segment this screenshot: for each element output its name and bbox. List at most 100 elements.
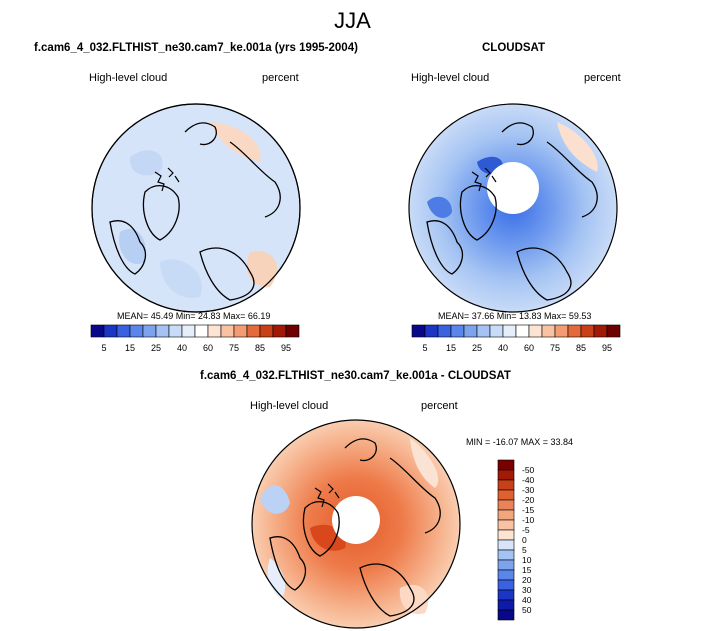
colorbar-tick-label: 5 [101,343,106,353]
colorbar-swatch [606,324,621,338]
colorbar-swatch [497,589,515,601]
coastline-greenland [142,185,180,241]
colorbar-tick-label: 15 [446,343,456,353]
map-field-patch [427,196,452,218]
colorbar-tick-label: 10 [522,555,532,565]
map-field-patch [557,122,598,172]
model-polar-map [91,103,301,313]
map-field-patch [160,259,202,298]
colorbar-tick-label: 95 [602,343,612,353]
diff-stats: MIN = -16.07 MAX = 33.84 [466,437,574,447]
map-field-patch [410,438,439,488]
coastline-alaska [344,438,377,462]
colorbar-swatch [129,324,144,338]
colorbar-swatch [497,599,515,611]
colorbar-swatch [463,324,478,338]
map-border [251,419,461,629]
coastline-greenland [302,501,340,557]
colorbar-swatch [90,324,105,338]
coastline-canada [269,536,307,591]
coastline-eurasia [199,247,255,301]
map-field-patch [119,228,146,264]
colorbar-swatch [497,529,515,541]
colorbar-swatch [194,324,209,338]
colorbar-tick-label: -50 [522,465,535,475]
map-border [91,103,301,313]
map-field-patch [210,122,261,162]
colorbar-swatch [437,324,452,338]
map-field-patch [129,150,163,176]
colorbar-tick-label: 15 [125,343,135,353]
colorbar-swatch [411,324,426,338]
colorbar-tick-label: 25 [151,343,161,353]
colorbar-tick-label: -5 [522,525,530,535]
colorbar-tick-label: 20 [522,575,532,585]
colorbar-swatch [593,324,608,338]
obs-colorbar: 5 15 25 40 60 75 85 95 [411,324,621,353]
obs-variable-label: High-level cloud [411,72,490,84]
colorbar-swatch [272,324,287,338]
colorbar-swatch [489,324,504,338]
coastline-siberia [389,457,441,534]
colorbar-tick-label: 50 [522,605,532,615]
diff-units-label: percent [421,400,458,412]
colorbar-tick-label: -30 [522,485,535,495]
colorbar-swatch [497,489,515,501]
colorbar-tick-label: 15 [522,565,532,575]
map-field-patch [260,485,290,514]
colorbar-tick-label: 75 [550,343,560,353]
colorbar-swatch [233,324,248,338]
colorbar-tick-label: -10 [522,515,535,525]
colorbar-swatch [450,324,465,338]
colorbar-swatch [497,469,515,481]
map-field-patch [267,558,286,598]
colorbar-swatch [259,324,274,338]
colorbar-swatch [554,324,569,338]
colorbar-swatch [497,609,515,621]
colorbar-swatch [497,559,515,571]
colorbar-swatch [116,324,131,338]
colorbar-swatch [246,324,261,338]
colorbar-swatch [528,324,543,338]
colorbar-swatch [181,324,196,338]
colorbar-tick-label: 85 [255,343,265,353]
colorbar-tick-label: 40 [177,343,187,353]
colorbar-tick-label: 0 [522,535,527,545]
map-border [408,103,618,313]
colorbar-tick-label: 75 [229,343,239,353]
coastline-canada [426,220,464,275]
colorbar-swatch [497,459,515,471]
coastline-archipelago [154,167,180,192]
colorbar-tick-label: 25 [472,343,482,353]
colorbar-tick-label: 40 [522,595,532,605]
data-void [487,162,539,214]
coastline-eurasia [516,247,572,301]
colorbar-swatch [580,324,595,338]
coastline-greenland [459,185,497,241]
model-colorbar: 5 15 25 40 60 75 85 95 [90,324,300,353]
colorbar-swatch [220,324,235,338]
colorbar-swatch [424,324,439,338]
colorbar-swatch [497,499,515,511]
colorbar-swatch [502,324,517,338]
colorbar-swatch [476,324,491,338]
colorbar-swatch [155,324,170,338]
colorbar-swatch [142,324,157,338]
coastline-eurasia [359,563,415,617]
obs-units-label: percent [584,72,621,84]
coastline-siberia [546,141,598,218]
coastline-archipelago [314,483,340,508]
diff-polar-map [251,419,461,629]
model-variable-label: High-level cloud [89,72,168,84]
data-void [332,496,380,544]
obs-polar-map [408,103,618,313]
colorbar-swatch [497,569,515,581]
colorbar-swatch [497,519,515,531]
colorbar-tick-label: 95 [281,343,291,353]
colorbar-tick-label: 5 [522,545,527,555]
colorbar-tick-label: 60 [524,343,534,353]
colorbar-tick-label: -20 [522,495,535,505]
colorbar-swatch [103,324,118,338]
diff-panel-title: f.cam6_4_032.FLTHIST_ne30.cam7_ke.001a -… [200,370,511,382]
colorbar-tick-label: -15 [522,505,535,515]
